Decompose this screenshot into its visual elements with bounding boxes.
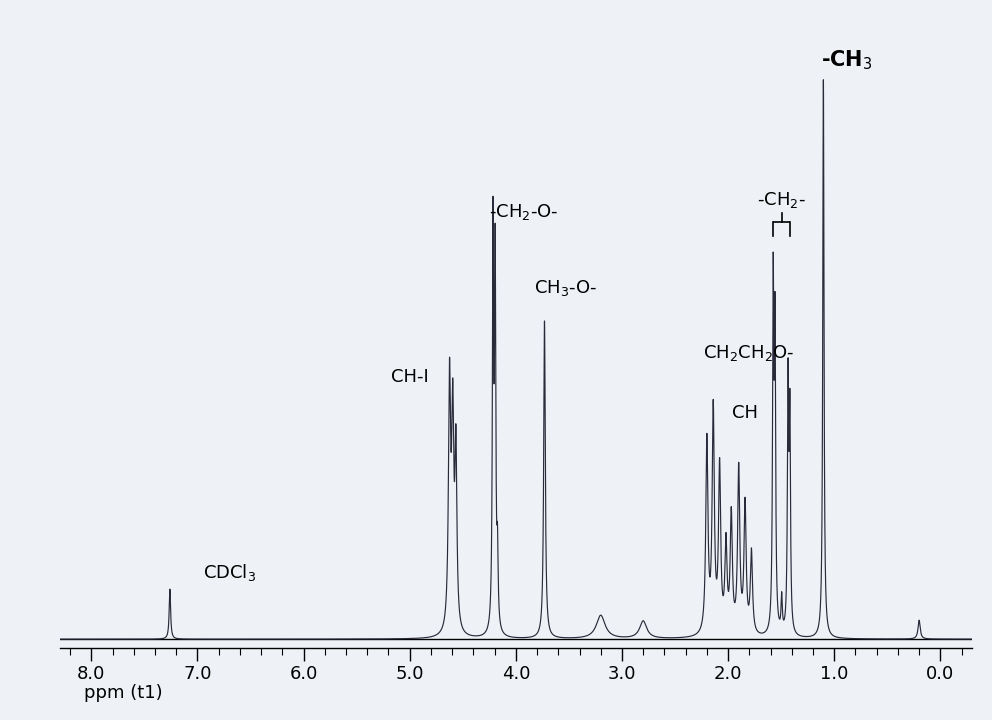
Text: -CH$_2$-O-: -CH$_2$-O- [489,202,558,222]
Text: CH$_3$-O-: CH$_3$-O- [534,278,597,298]
Text: -CH$_3$: -CH$_3$ [821,48,873,71]
Text: CH: CH [732,403,758,421]
Text: CDCl$_3$: CDCl$_3$ [202,562,256,583]
Text: -CH$_2$-: -CH$_2$- [757,190,806,210]
Text: CH$_2$CH$_2$O-: CH$_2$CH$_2$O- [702,343,794,363]
Text: CH-I: CH-I [391,368,429,386]
Text: ppm (t1): ppm (t1) [84,684,163,702]
